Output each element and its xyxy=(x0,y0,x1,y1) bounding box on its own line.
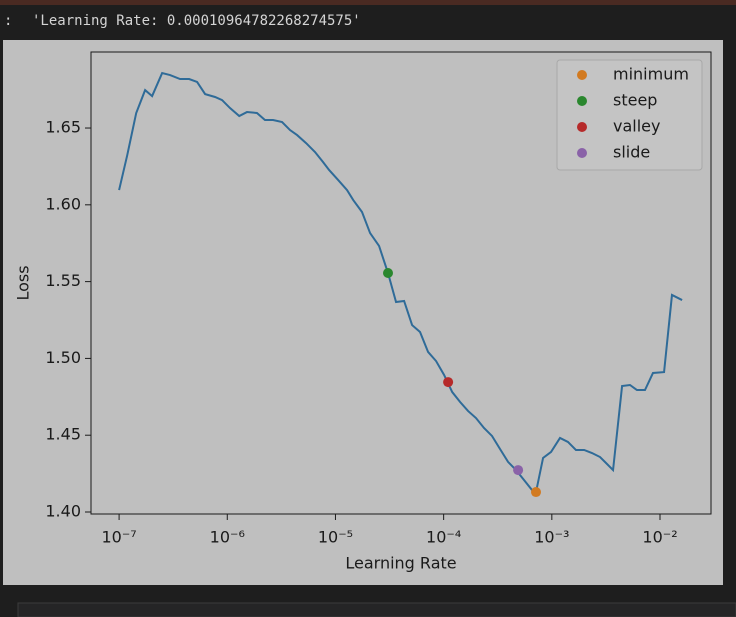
x-tick-label: 10⁻⁴ xyxy=(426,528,461,547)
point xyxy=(513,465,524,476)
x-tick-label: 10⁻⁶ xyxy=(210,528,245,547)
x-tick-label: 10⁻⁷ xyxy=(101,528,136,547)
y-tick-label: 1.55 xyxy=(45,271,81,290)
y-tick-label: 1.40 xyxy=(45,502,81,521)
legend-label: steep xyxy=(613,91,657,110)
legend-marker xyxy=(577,122,587,132)
x-axis-label: Learning Rate xyxy=(345,554,456,573)
y-tick-label: 1.65 xyxy=(45,118,81,137)
legend xyxy=(556,59,703,171)
legend-marker xyxy=(577,148,587,158)
next-cell xyxy=(17,602,736,617)
legend-marker xyxy=(577,96,587,106)
y-axis-label: Loss xyxy=(14,265,33,300)
y-tick-label: 1.45 xyxy=(45,425,81,444)
point xyxy=(531,487,542,498)
loss-line xyxy=(118,71,683,494)
x-tick-label: 10⁻² xyxy=(642,528,677,547)
point xyxy=(383,268,394,279)
x-tick-label: 10⁻⁵ xyxy=(318,528,353,547)
axes-frame xyxy=(90,51,712,515)
legend-label: minimum xyxy=(613,65,689,84)
output-text: 'Learning Rate: 0.00010964782268274575' xyxy=(32,13,361,29)
prompt: : xyxy=(4,13,12,29)
x-tick-label: 10⁻³ xyxy=(534,528,569,547)
legend-label: valley xyxy=(613,117,660,136)
legend-marker xyxy=(577,70,587,80)
y-tick-label: 1.50 xyxy=(45,348,81,367)
legend-label: slide xyxy=(613,143,650,162)
point xyxy=(443,377,454,388)
y-tick-label: 1.60 xyxy=(45,194,81,213)
top-strip xyxy=(0,0,736,5)
